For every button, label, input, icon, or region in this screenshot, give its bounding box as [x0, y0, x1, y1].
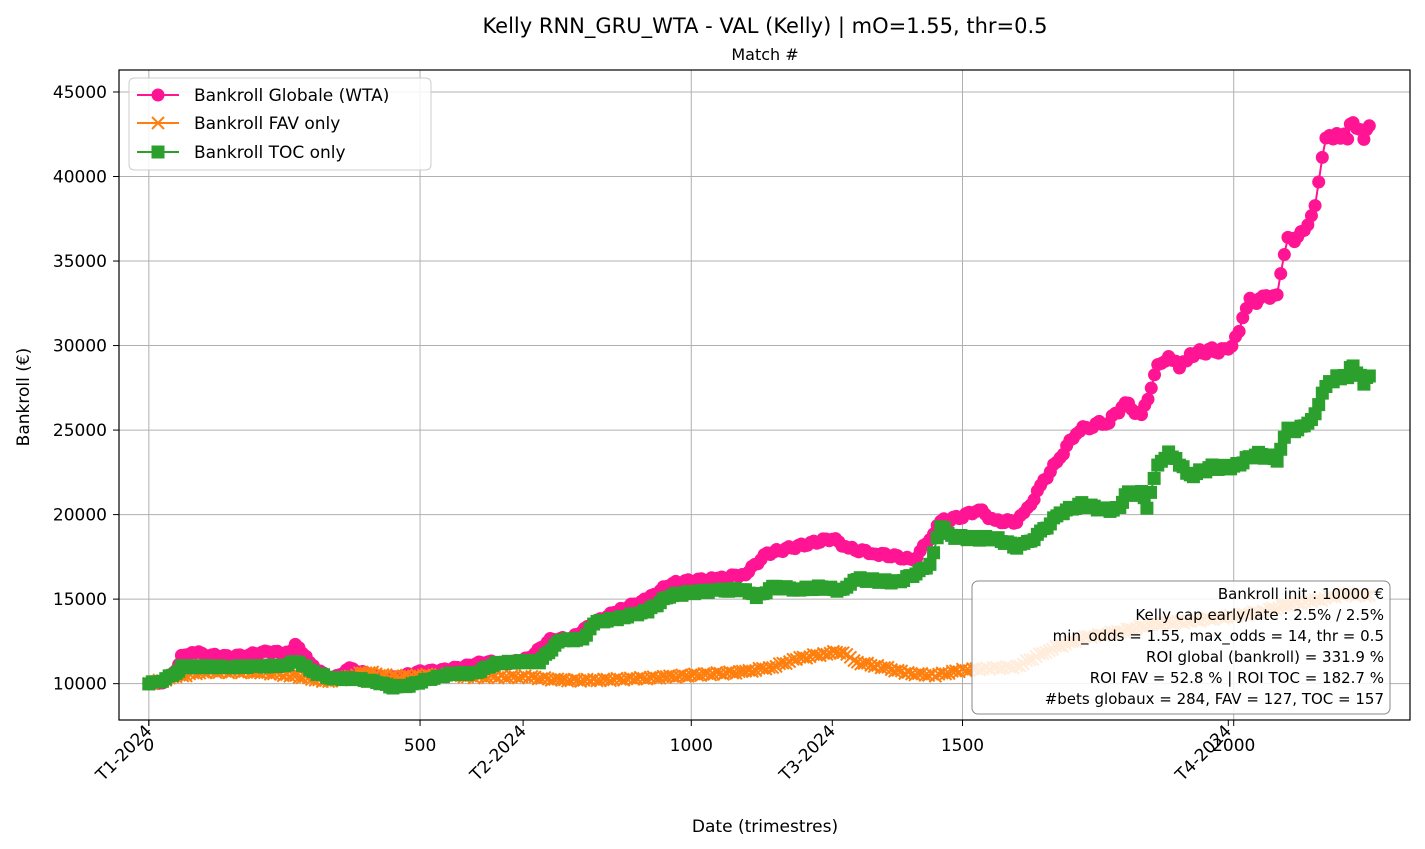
data-point: [836, 645, 850, 660]
x-tick-label: 0: [143, 736, 154, 756]
chart-title: Kelly RNN_GRU_WTA - VAL (Kelly) | mO=1.5…: [482, 14, 1047, 39]
data-point: [930, 531, 944, 545]
y-tick-label: 25000: [53, 421, 107, 441]
data-point: [1304, 209, 1318, 223]
legend-label-fav: Bankroll FAV only: [194, 114, 340, 134]
data-point: [765, 660, 780, 675]
data-point: [1274, 442, 1288, 456]
legend-marker-fav: [151, 116, 165, 130]
legend-marker-toc: [151, 145, 165, 159]
data-point: [1147, 471, 1161, 485]
legend-frame: [128, 77, 432, 171]
plot-frame: [118, 69, 1411, 721]
top-axis-label: Match #: [731, 45, 798, 64]
data-point: [847, 653, 861, 668]
data-point: [1140, 501, 1154, 515]
data-point: [923, 557, 937, 571]
data-point: [891, 663, 905, 678]
data-point: [1315, 150, 1329, 164]
stat-roi-fav-toc: ROI FAV = 52.8 % | ROI TOC = 182.7 %: [1090, 669, 1384, 687]
data-point: [1274, 267, 1288, 281]
y-tick-label: 35000: [53, 252, 107, 272]
data-point: [1144, 485, 1158, 499]
stat-bets-count: #bets globaux = 284, FAV = 127, TOC = 15…: [1045, 690, 1384, 708]
data-point: [1312, 398, 1326, 412]
data-point: [1141, 392, 1155, 406]
data-point: [1270, 288, 1284, 302]
data-point: [745, 664, 760, 679]
x-tick-label: 1500: [941, 736, 984, 756]
data-point: [927, 546, 941, 560]
series-square: [142, 359, 1376, 695]
data-point: [1144, 381, 1158, 395]
data-point: [1362, 369, 1376, 383]
data-point: [1270, 454, 1284, 468]
y-tick-label: 30000: [53, 337, 107, 357]
y-tick-label: 10000: [53, 675, 107, 695]
stats-frame: [971, 580, 1391, 715]
y-axis-label: Bankroll (€): [14, 348, 34, 447]
y-tick-label: 15000: [53, 590, 107, 610]
data-point: [938, 667, 953, 681]
x-axis-label: Date (trimestres): [692, 817, 838, 837]
y-tick-label: 20000: [53, 506, 107, 526]
x-tick-label: 500: [404, 736, 436, 756]
x-tick-label: 2000: [1212, 736, 1255, 756]
stat-odds-thresholds: min_odds = 1.55, max_odds = 14, thr = 0.…: [1053, 627, 1384, 646]
x-tick-label: 1000: [670, 736, 713, 756]
y-tick-label: 40000: [53, 168, 107, 188]
data-point: [1148, 368, 1162, 382]
data-point: [1362, 119, 1376, 133]
stat-kelly-cap: Kelly cap early/late : 2.5% / 2.5%: [1135, 606, 1384, 624]
data-point: [1312, 175, 1326, 189]
stat-roi-global: ROI global (bankroll) = 331.9 %: [1146, 648, 1384, 666]
data-point: [799, 651, 814, 665]
data-point: [1341, 132, 1355, 146]
stats-box: Bankroll init : 10000 € Kelly cap early/…: [971, 580, 1391, 715]
data-point: [1232, 324, 1246, 338]
data-point: [1277, 248, 1291, 262]
y-tick-label: 45000: [53, 83, 107, 103]
stat-bankroll-init: Bankroll init : 10000 €: [1218, 585, 1384, 603]
legend-label-wta: Bankroll Globale (WTA): [194, 86, 389, 106]
data-point: [1308, 199, 1322, 213]
legend-marker-wta: [151, 88, 165, 102]
legend-label-toc: Bankroll TOC only: [194, 143, 346, 163]
legend: Bankroll Globale (WTA) Bankroll FAV only…: [128, 77, 432, 171]
